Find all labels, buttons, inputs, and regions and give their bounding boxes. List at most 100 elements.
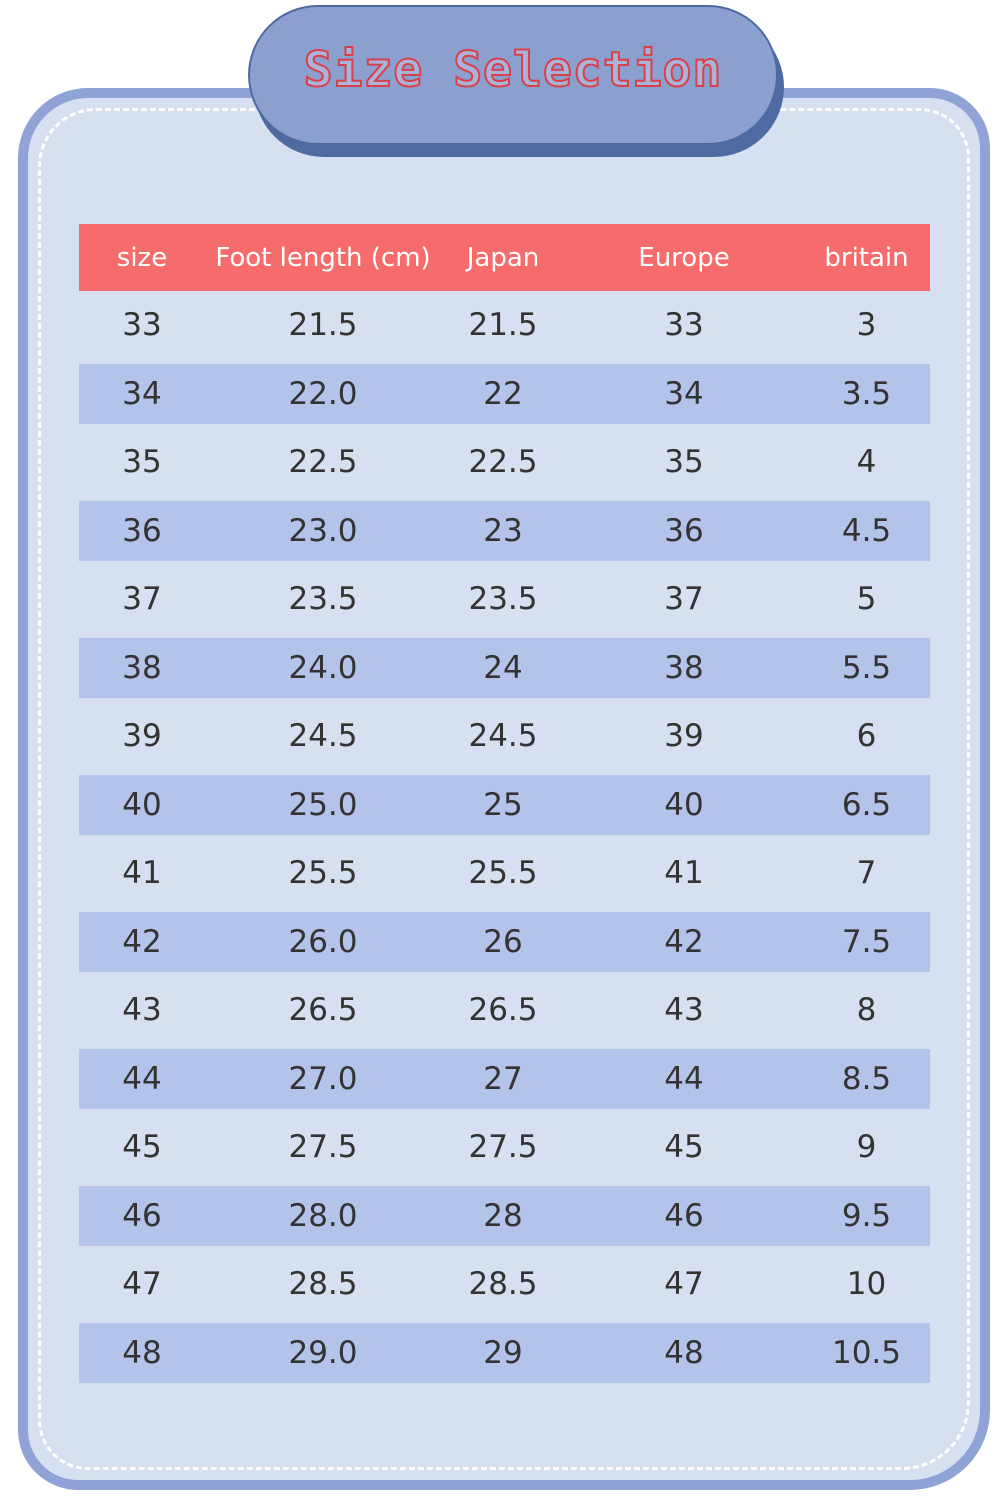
table-cell: 10.5: [831, 1334, 902, 1371]
table-cell: 8: [856, 992, 877, 1029]
table-cell: 25.0: [288, 786, 358, 823]
table-cell: 27: [483, 1060, 523, 1097]
table-cell: 23.5: [288, 581, 358, 618]
table-cell: 35: [664, 444, 704, 481]
table-cell: 28.5: [288, 1266, 358, 1303]
table-cell: 25: [483, 786, 523, 823]
table-cell: 26: [483, 923, 523, 960]
table-cell: 5: [856, 581, 877, 618]
table-cell: 23.0: [288, 512, 358, 549]
table-cell: 43: [122, 992, 162, 1029]
table-cell: 26.5: [468, 992, 538, 1029]
table-cell: 23.5: [468, 581, 538, 618]
column-header: Foot length (cm): [215, 242, 431, 273]
table-cell: 45: [664, 1129, 704, 1166]
table-row: 38 24.0 24 38 5.5: [79, 634, 930, 703]
table-cell: 6.5: [841, 786, 892, 823]
table-cell: 26.5: [288, 992, 358, 1029]
table-cell: 22.0: [288, 375, 358, 412]
table-row: 33 21.5 21.5 33 3: [79, 291, 930, 360]
table-cell: 21.5: [468, 307, 538, 344]
table-row: 47 28.5 28.5 47 10: [79, 1250, 930, 1319]
table-cell: 36: [664, 512, 704, 549]
page-title: Size Selection: [303, 41, 723, 99]
table-cell: 46: [664, 1197, 704, 1234]
table-cell: 24.5: [468, 718, 538, 755]
table-cell: 3.5: [841, 375, 892, 412]
table-cell: 25.5: [288, 855, 358, 892]
table-row: 45 27.5 27.5 45 9: [79, 1113, 930, 1182]
table-row: 46 28.0 28 46 9.5: [79, 1182, 930, 1251]
column-header: Japan: [466, 242, 540, 273]
table-cell: 4: [856, 444, 877, 481]
table-cell: 40: [664, 786, 704, 823]
table-cell: 27.5: [288, 1129, 358, 1166]
size-table: size Foot length (cm) Japan Europe brita…: [79, 224, 930, 1387]
table-cell: 36: [122, 512, 162, 549]
table-cell: 9.5: [841, 1197, 892, 1234]
column-header: Europe: [638, 242, 730, 273]
table-cell: 28: [483, 1197, 523, 1234]
table-row: 48 29.0 29 48 10.5: [79, 1319, 930, 1388]
table-cell: 39: [122, 718, 162, 755]
table-cell: 3: [856, 307, 877, 344]
table-cell: 40: [122, 786, 162, 823]
table-cell: 38: [122, 649, 162, 686]
table-cell: 45: [122, 1129, 162, 1166]
table-cell: 44: [122, 1060, 162, 1097]
table-row: 35 22.5 22.5 35 4: [79, 428, 930, 497]
table-row: 42 26.0 26 42 7.5: [79, 908, 930, 977]
table-cell: 46: [122, 1197, 162, 1234]
table-row: 40 25.0 25 40 6.5: [79, 771, 930, 840]
table-cell: 4.5: [841, 512, 892, 549]
table-cell: 25.5: [468, 855, 538, 892]
table-cell: 29.0: [288, 1334, 358, 1371]
table-row: 34 22.0 22 34 3.5: [79, 360, 930, 429]
table-cell: 23: [483, 512, 523, 549]
table-cell: 10: [846, 1266, 887, 1303]
table-cell: 44: [664, 1060, 704, 1097]
table-cell: 21.5: [288, 307, 358, 344]
table-row: 44 27.0 27 44 8.5: [79, 1045, 930, 1114]
table-cell: 27.5: [468, 1129, 538, 1166]
title-banner: Size Selection: [248, 5, 778, 145]
table-cell: 41: [664, 855, 704, 892]
table-row: 36 23.0 23 36 4.5: [79, 497, 930, 566]
table-cell: 34: [122, 375, 162, 412]
table-cell: 27.0: [288, 1060, 358, 1097]
table-cell: 43: [664, 992, 704, 1029]
column-header: britain: [824, 242, 909, 273]
table-cell: 22.5: [468, 444, 538, 481]
table-cell: 28.5: [468, 1266, 538, 1303]
table-cell: 24.5: [288, 718, 358, 755]
table-cell: 42: [664, 923, 704, 960]
table-cell: 22.5: [288, 444, 358, 481]
table-cell: 29: [483, 1334, 523, 1371]
table-cell: 48: [664, 1334, 704, 1371]
table-cell: 28.0: [288, 1197, 358, 1234]
table-cell: 8.5: [841, 1060, 892, 1097]
column-header: size: [116, 242, 168, 273]
table-header: size Foot length (cm) Japan Europe brita…: [79, 224, 930, 291]
table-cell: 33: [122, 307, 162, 344]
table-row: 41 25.5 25.5 41 7: [79, 839, 930, 908]
table-cell: 42: [122, 923, 162, 960]
table-cell: 34: [664, 375, 704, 412]
table-row: 43 26.5 26.5 43 8: [79, 976, 930, 1045]
table-cell: 9: [856, 1129, 877, 1166]
table-cell: 39: [664, 718, 704, 755]
table-cell: 22: [483, 375, 523, 412]
table-cell: 41: [122, 855, 162, 892]
table-cell: 5.5: [841, 649, 892, 686]
table-cell: 7.5: [841, 923, 892, 960]
table-cell: 47: [664, 1266, 704, 1303]
table-cell: 6: [856, 718, 877, 755]
table-cell: 48: [122, 1334, 162, 1371]
table-cell: 37: [664, 581, 704, 618]
table-cell: 37: [122, 581, 162, 618]
table-cell: 24: [483, 649, 523, 686]
table-row: 37 23.5 23.5 37 5: [79, 565, 930, 634]
table-cell: 7: [856, 855, 877, 892]
table-cell: 35: [122, 444, 162, 481]
table-cell: 26.0: [288, 923, 358, 960]
